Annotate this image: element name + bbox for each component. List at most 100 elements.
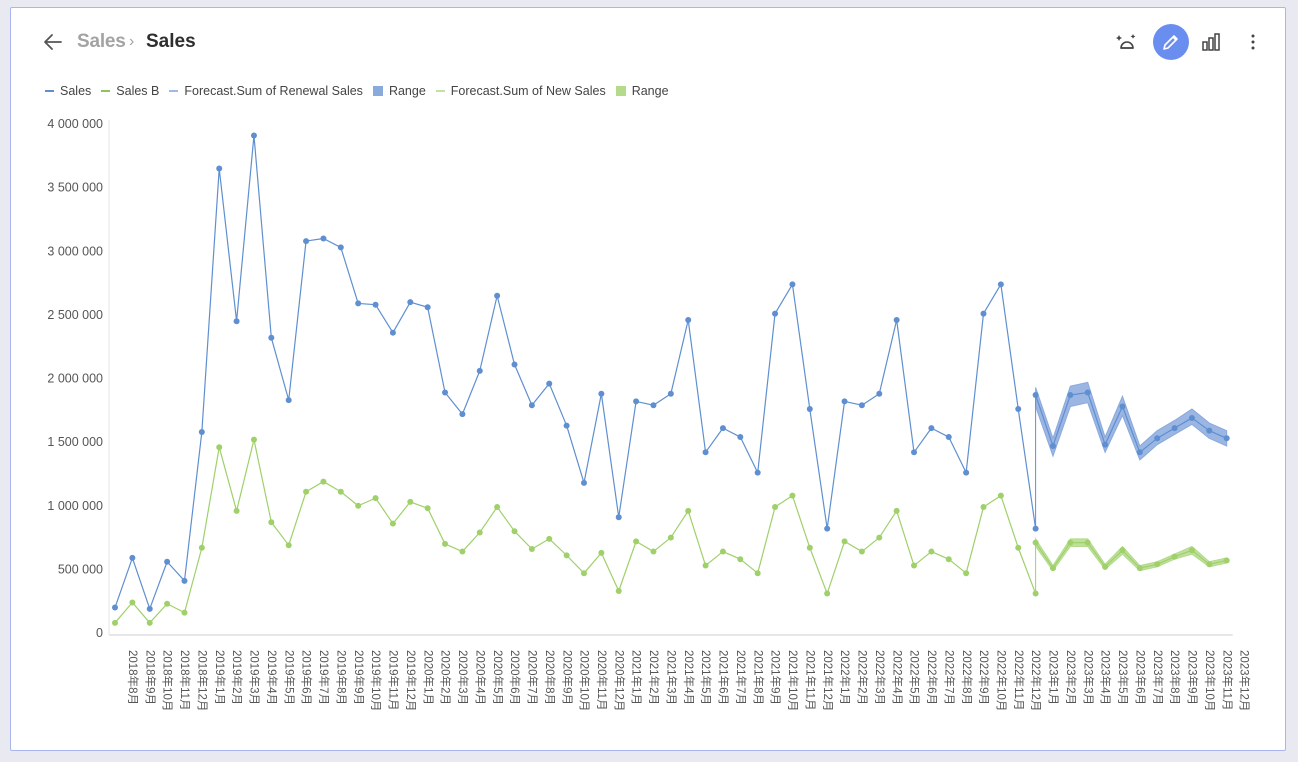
data-point [1154,561,1161,568]
data-point [945,556,952,563]
data-point [250,436,257,443]
legend-item-range-renewal[interactable]: Range [372,84,426,98]
breadcrumb-parent[interactable]: Sales [77,31,126,52]
data-point [980,310,987,317]
data-point [1015,544,1022,551]
legend-swatch [101,90,111,92]
chart-type-icon[interactable] [1193,24,1229,60]
x-tick-label: 2021年12月 [821,650,835,711]
legend-item-sales-b[interactable]: Sales B [101,84,159,98]
data-point [337,244,344,251]
x-tick-label: 2022年11月 [1012,650,1026,711]
data-point [963,570,970,577]
x-tick-label: 2021年10月 [786,650,800,711]
x-tick-label: 2021年4月 [682,650,696,705]
data-point [945,434,952,441]
insights-sparkle-icon[interactable] [1109,24,1145,60]
data-point [285,397,292,404]
data-point [1067,392,1074,399]
data-point [355,300,362,307]
x-tick-label: 2021年1月 [630,650,644,705]
x-tick-label: 2022年6月 [925,650,939,705]
x-tick-label: 2019年4月 [265,650,279,705]
data-point [1154,435,1161,442]
data-point [1171,553,1178,560]
data-point [806,544,813,551]
data-point [407,498,414,505]
data-point [650,402,657,409]
edit-pencil-icon[interactable] [1153,24,1189,60]
x-tick-label: 2019年9月 [352,650,366,705]
data-point [146,619,153,626]
x-tick-label: 2018年11月 [178,650,192,711]
data-point [667,390,674,397]
legend-item-forecast-renewal[interactable]: Forecast.Sum of Renewal Sales [169,84,363,98]
legend-swatch [435,90,445,92]
data-point [494,292,501,299]
data-point [1223,435,1230,442]
data-point [858,548,865,555]
legend-item-range-new[interactable]: Range [615,84,669,98]
legend-label: Sales B [116,84,160,98]
x-tick-label: 2022年9月 [977,650,991,705]
x-tick-label: 2023年6月 [1133,650,1147,705]
x-tick-label: 2019年5月 [282,650,296,705]
data-point [442,389,449,396]
x-tick-label: 2022年5月 [908,650,922,705]
data-point [250,132,257,139]
legend-item-sales[interactable]: Sales [45,84,91,98]
x-tick-label: 2020年6月 [508,650,522,705]
x-tick-label: 2023年11月 [1220,650,1234,711]
data-point [1067,539,1074,546]
x-tick-label: 2021年2月 [647,650,661,705]
data-point [1171,425,1178,432]
data-point [528,402,535,409]
legend-label: Forecast.Sum of New Sales [450,84,606,98]
data-point [1032,525,1039,532]
data-point [737,434,744,441]
x-tick-label: 2023年7月 [1151,650,1165,705]
x-tick-label: 2022年10月 [995,650,1009,711]
x-tick-label: 2023年1月 [1047,650,1061,705]
data-point [164,558,171,565]
data-point [303,238,310,245]
legend-item-forecast-new[interactable]: Forecast.Sum of New Sales [435,84,606,98]
data-point [667,534,674,541]
series-line [114,438,1037,624]
data-point [928,548,935,555]
x-tick-label: 2020年10月 [578,650,592,711]
y-tick-label: 3 500 000 [47,181,103,195]
legend-label: Sales [60,84,92,98]
data-point [806,406,813,413]
data-point [164,600,171,607]
data-point [772,310,779,317]
x-tick-label: 2022年1月 [838,650,852,705]
data-point [1049,442,1056,449]
data-point [476,367,483,374]
x-tick-label: 2021年9月 [769,650,783,705]
back-arrow-icon[interactable] [41,30,65,54]
data-point [876,390,883,397]
data-point [580,479,587,486]
data-point [181,577,188,584]
data-point [1136,565,1143,572]
x-tick-label: 2021年6月 [717,650,731,705]
series-line [114,134,1037,610]
x-tick-label: 2022年4月 [890,650,904,705]
data-point [389,329,396,336]
data-point [476,529,483,536]
data-point [1102,563,1109,570]
data-point [546,380,553,387]
x-tick-label: 2022年7月 [942,650,956,705]
data-point [702,562,709,569]
more-vert-icon[interactable] [1235,24,1271,60]
x-tick-label: 2019年1月 [213,650,227,705]
data-point [442,540,449,547]
x-tick-label: 2023年12月 [1238,650,1252,711]
data-point [511,528,518,535]
x-tick-label: 2020年7月 [526,650,540,705]
data-point [424,304,431,311]
data-point [320,478,327,485]
data-point [494,504,501,511]
data-point [459,548,466,555]
